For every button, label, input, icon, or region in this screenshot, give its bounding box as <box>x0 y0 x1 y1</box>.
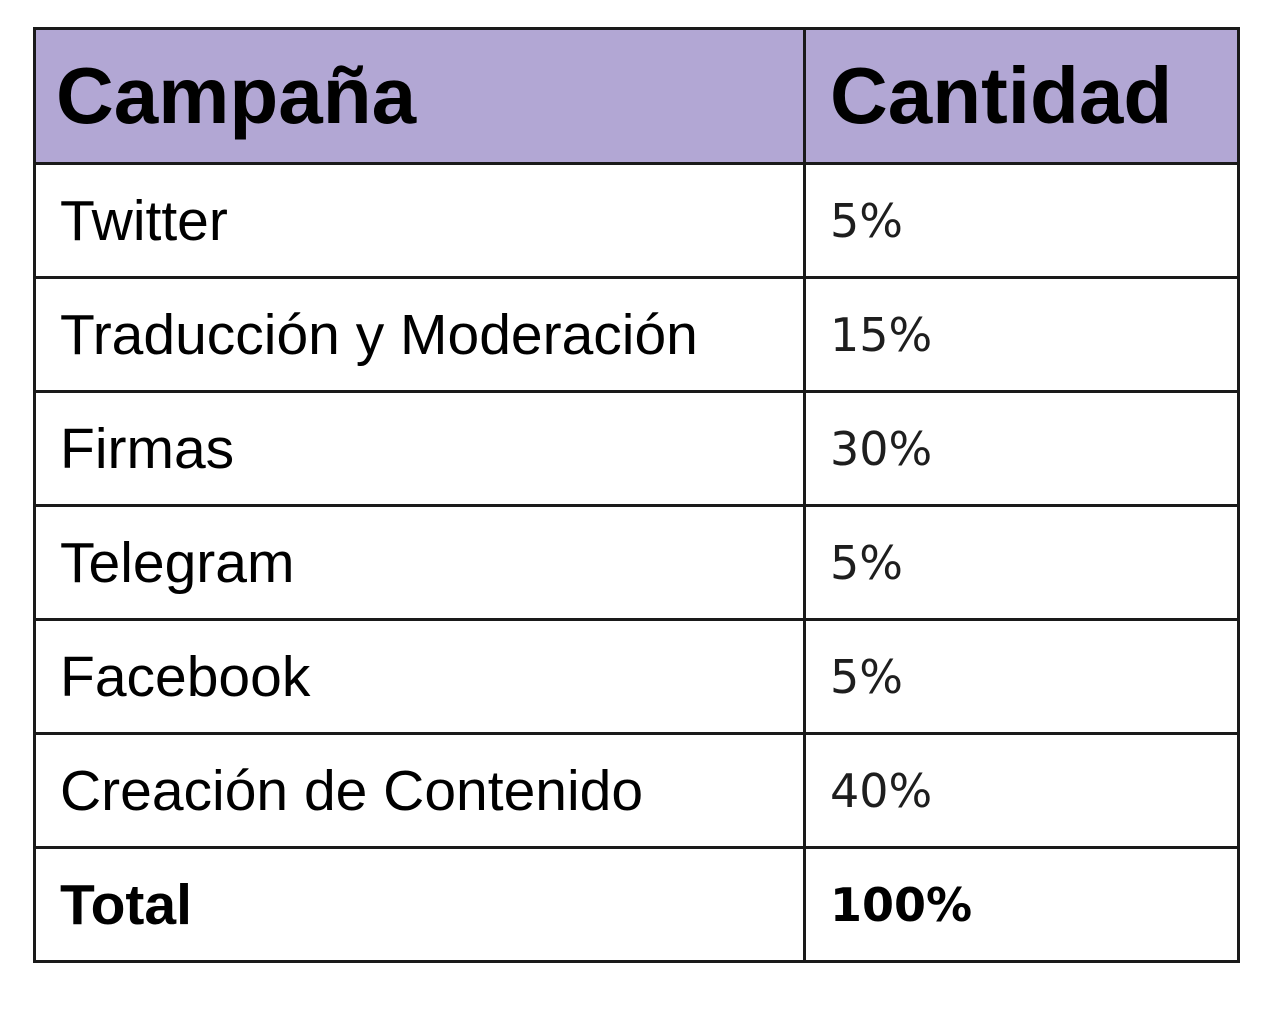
table-row: Creación de Contenido 40% <box>33 732 1240 849</box>
campaign-name: Traducción y Moderación <box>33 276 806 393</box>
campaign-amount: 5% <box>803 618 1240 735</box>
campaign-amount: 15% <box>803 276 1240 393</box>
header-amount: Cantidad <box>803 27 1240 165</box>
campaign-table: Campaña Cantidad Twitter 5% Traducción y… <box>33 27 1240 963</box>
campaign-amount: 5% <box>803 162 1240 279</box>
campaign-name: Twitter <box>33 162 806 279</box>
total-row: Total 100% <box>33 846 1240 963</box>
table-row: Facebook 5% <box>33 618 1240 735</box>
campaign-table-container: Campaña Cantidad Twitter 5% Traducción y… <box>33 27 1240 963</box>
campaign-amount: 5% <box>803 504 1240 621</box>
table-header-row: Campaña Cantidad <box>33 27 1240 165</box>
campaign-name: Telegram <box>33 504 806 621</box>
total-amount: 100% <box>803 846 1240 963</box>
campaign-amount: 40% <box>803 732 1240 849</box>
table-row: Traducción y Moderación 15% <box>33 276 1240 393</box>
campaign-name: Facebook <box>33 618 806 735</box>
campaign-name: Firmas <box>33 390 806 507</box>
campaign-amount: 30% <box>803 390 1240 507</box>
table-row: Telegram 5% <box>33 504 1240 621</box>
table-row: Twitter 5% <box>33 162 1240 279</box>
campaign-name: Creación de Contenido <box>33 732 806 849</box>
total-label: Total <box>33 846 806 963</box>
table-row: Firmas 30% <box>33 390 1240 507</box>
header-campaign: Campaña <box>33 27 806 165</box>
